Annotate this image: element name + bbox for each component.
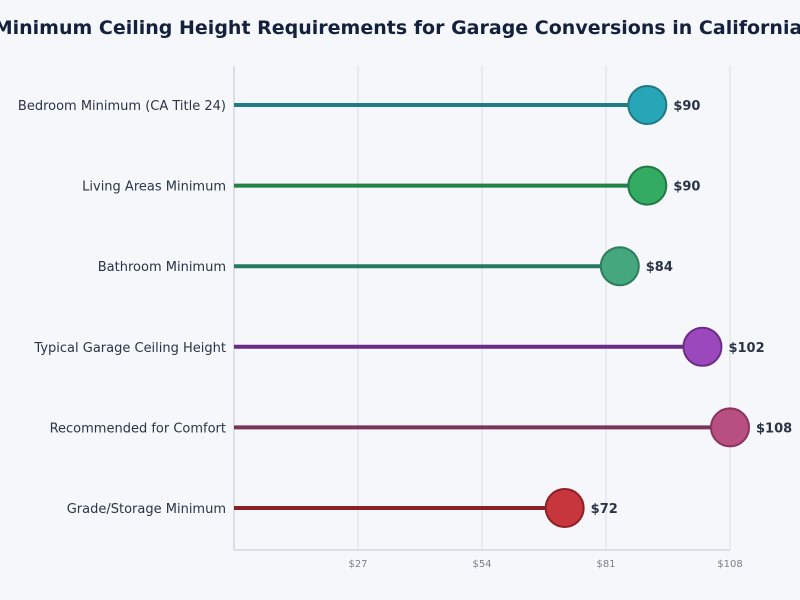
value-label: $72 xyxy=(591,502,618,517)
lollipop-dot xyxy=(544,488,585,528)
x-ticks: $27 $54 $81 $108 xyxy=(348,559,742,570)
category-labels: Bedroom Minimum (CA Title 24) Living Area… xyxy=(18,99,226,517)
value-label: $84 xyxy=(646,260,673,275)
lollipop-marks: $90 $90 $84 $102 $108 $72 xyxy=(234,85,792,528)
lollipop-dot xyxy=(627,85,668,125)
category-label: Bathroom Minimum xyxy=(98,260,226,275)
category-label: Grade/Storage Minimum xyxy=(67,502,226,517)
category-label: Typical Garage Ceiling Height xyxy=(33,341,226,356)
category-label: Bedroom Minimum (CA Title 24) xyxy=(18,99,226,114)
value-label: $102 xyxy=(728,341,764,356)
value-label: $108 xyxy=(756,421,792,436)
grid xyxy=(357,66,731,550)
category-label: Recommended for Comfort xyxy=(50,421,226,436)
category-label: Living Areas Minimum xyxy=(82,180,226,195)
x-tick-label: $27 xyxy=(348,559,367,570)
lollipop-dot xyxy=(627,165,668,206)
value-label: $90 xyxy=(673,99,700,114)
axes xyxy=(233,66,730,551)
lollipop-dot xyxy=(710,407,750,448)
chart-title: Minimum Ceiling Height Requirements for … xyxy=(0,17,800,39)
lollipop-dot xyxy=(682,326,723,367)
x-tick-label: $81 xyxy=(596,559,615,570)
value-label: $90 xyxy=(673,180,700,195)
x-tick-label: $108 xyxy=(717,559,742,570)
x-tick-label: $54 xyxy=(472,559,491,570)
lollipop-dot xyxy=(599,246,640,287)
